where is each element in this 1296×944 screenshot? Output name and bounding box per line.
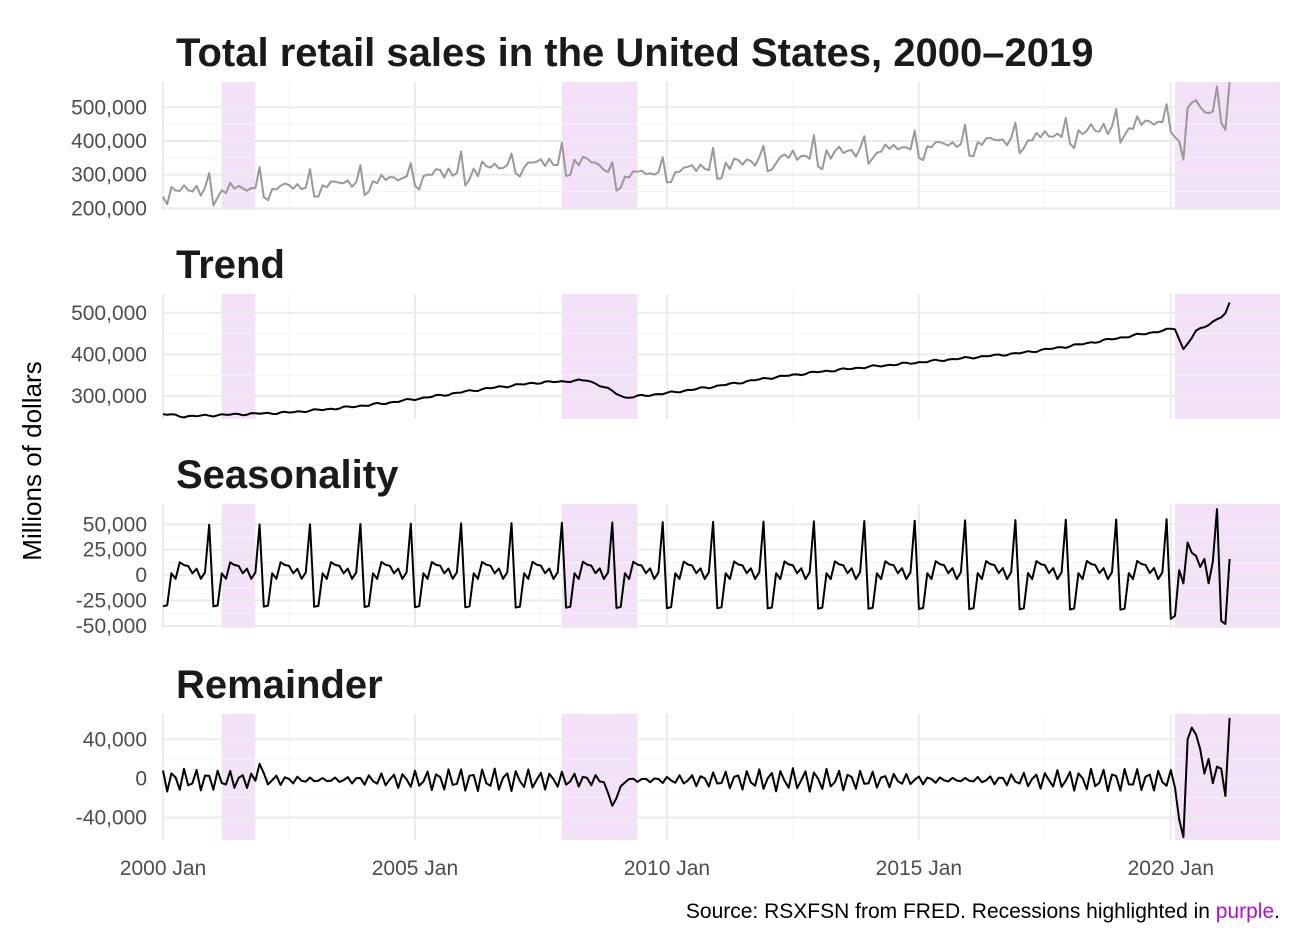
- y-axis-label: Millions of dollars: [17, 361, 47, 560]
- recession-band: [221, 294, 256, 419]
- panel-trend: 300,000 400,000 500,000 Trend: [71, 243, 1280, 419]
- series-line-remainder: [162, 717, 1231, 839]
- series-line-data: [162, 81, 1231, 207]
- panel-data: 200,000 300,000 400,000 500,000: [71, 81, 1280, 220]
- y-tick-label: 300,000: [71, 164, 147, 187]
- panel-title: Seasonality: [176, 453, 399, 497]
- caption-text: Source: RSXFSN from FRED. Recessions hig…: [686, 900, 1216, 923]
- chart-title: Total retail sales in the United States,…: [176, 31, 1093, 75]
- y-tick-label: 0: [135, 767, 147, 790]
- y-tick-label: -50,000: [76, 615, 147, 638]
- x-tick-label: 2005 Jan: [372, 857, 458, 880]
- y-tick-label: 300,000: [71, 385, 147, 408]
- x-tick-label: 2020 Jan: [1128, 857, 1214, 880]
- x-tick-label: 2015 Jan: [876, 857, 962, 880]
- caption-highlight: purple: [1216, 900, 1274, 923]
- y-tick-label: -25,000: [76, 590, 147, 613]
- series-line-seasonality: [162, 508, 1231, 625]
- panel-title: Remainder: [176, 663, 383, 707]
- recession-band: [1175, 504, 1280, 628]
- y-tick-label: 500,000: [71, 96, 147, 119]
- recession-band: [561, 504, 638, 628]
- y-tick-label: 40,000: [83, 728, 147, 751]
- y-tick-label: 200,000: [71, 197, 147, 220]
- series-line-trend: [162, 302, 1231, 419]
- y-tick-label: 0: [135, 564, 147, 587]
- y-tick-label: 400,000: [71, 130, 147, 153]
- panel-remainder: -40,000 0 40,000 Remainder: [76, 663, 1280, 840]
- recession-band: [1175, 294, 1280, 419]
- x-tick-label: 2010 Jan: [624, 857, 710, 880]
- y-tick-label: 500,000: [71, 302, 147, 325]
- y-tick-label: 50,000: [83, 513, 147, 536]
- panel-seasonality: -50,000-25,000 025,000 50,000 Seasonality: [76, 453, 1280, 638]
- recession-band: [561, 82, 638, 210]
- caption-end: .: [1274, 900, 1280, 923]
- y-tick-label: 400,000: [71, 343, 147, 366]
- y-tick-label: 25,000: [83, 539, 147, 562]
- caption: Source: RSXFSN from FRED. Recessions hig…: [686, 900, 1280, 923]
- y-tick-label: -40,000: [76, 807, 147, 830]
- panel-title: Trend: [176, 243, 285, 287]
- x-tick-label: 2000 Jan: [120, 857, 206, 880]
- recession-band: [1175, 714, 1280, 840]
